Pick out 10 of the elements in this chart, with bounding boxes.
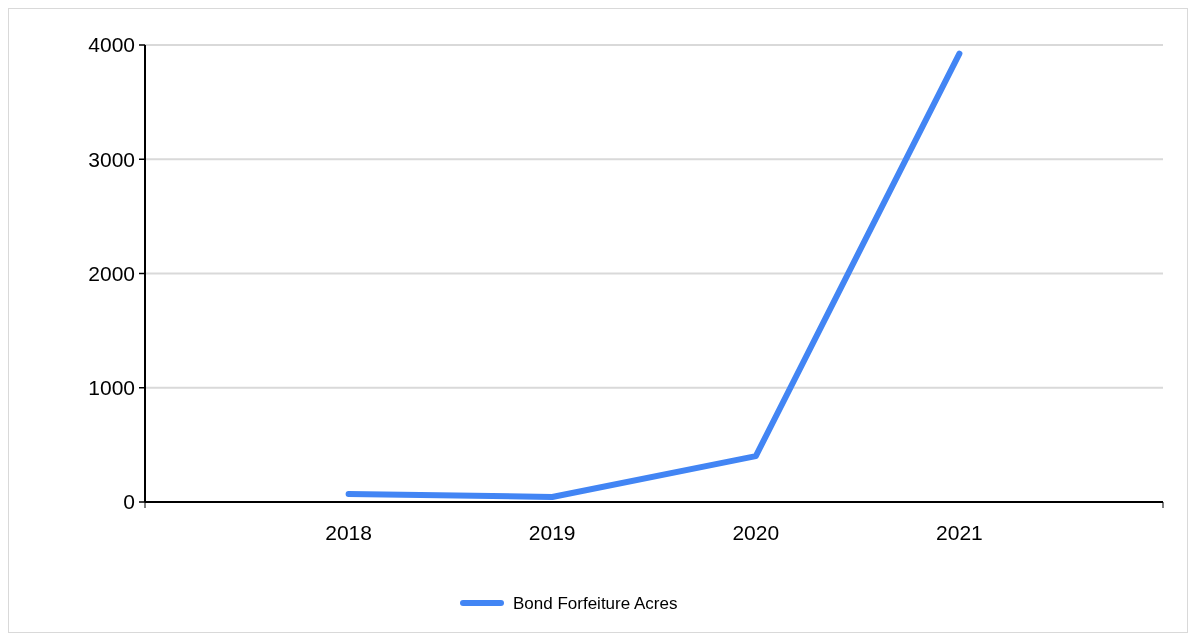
x-tick-label: 2018 (325, 521, 372, 544)
y-tick-label: 4000 (88, 33, 135, 57)
x-tick-label: 2021 (936, 521, 983, 544)
x-tick-label: 2019 (528, 521, 576, 544)
y-tick-label: 0 (123, 490, 135, 514)
x-tick-label: 2020 (732, 521, 780, 544)
y-tick-label: 3000 (88, 147, 135, 171)
y-tick-label: 1000 (88, 376, 135, 400)
legend-label: Bond Forfeiture Acres (513, 593, 678, 613)
y-tick-label: 2000 (88, 261, 135, 285)
